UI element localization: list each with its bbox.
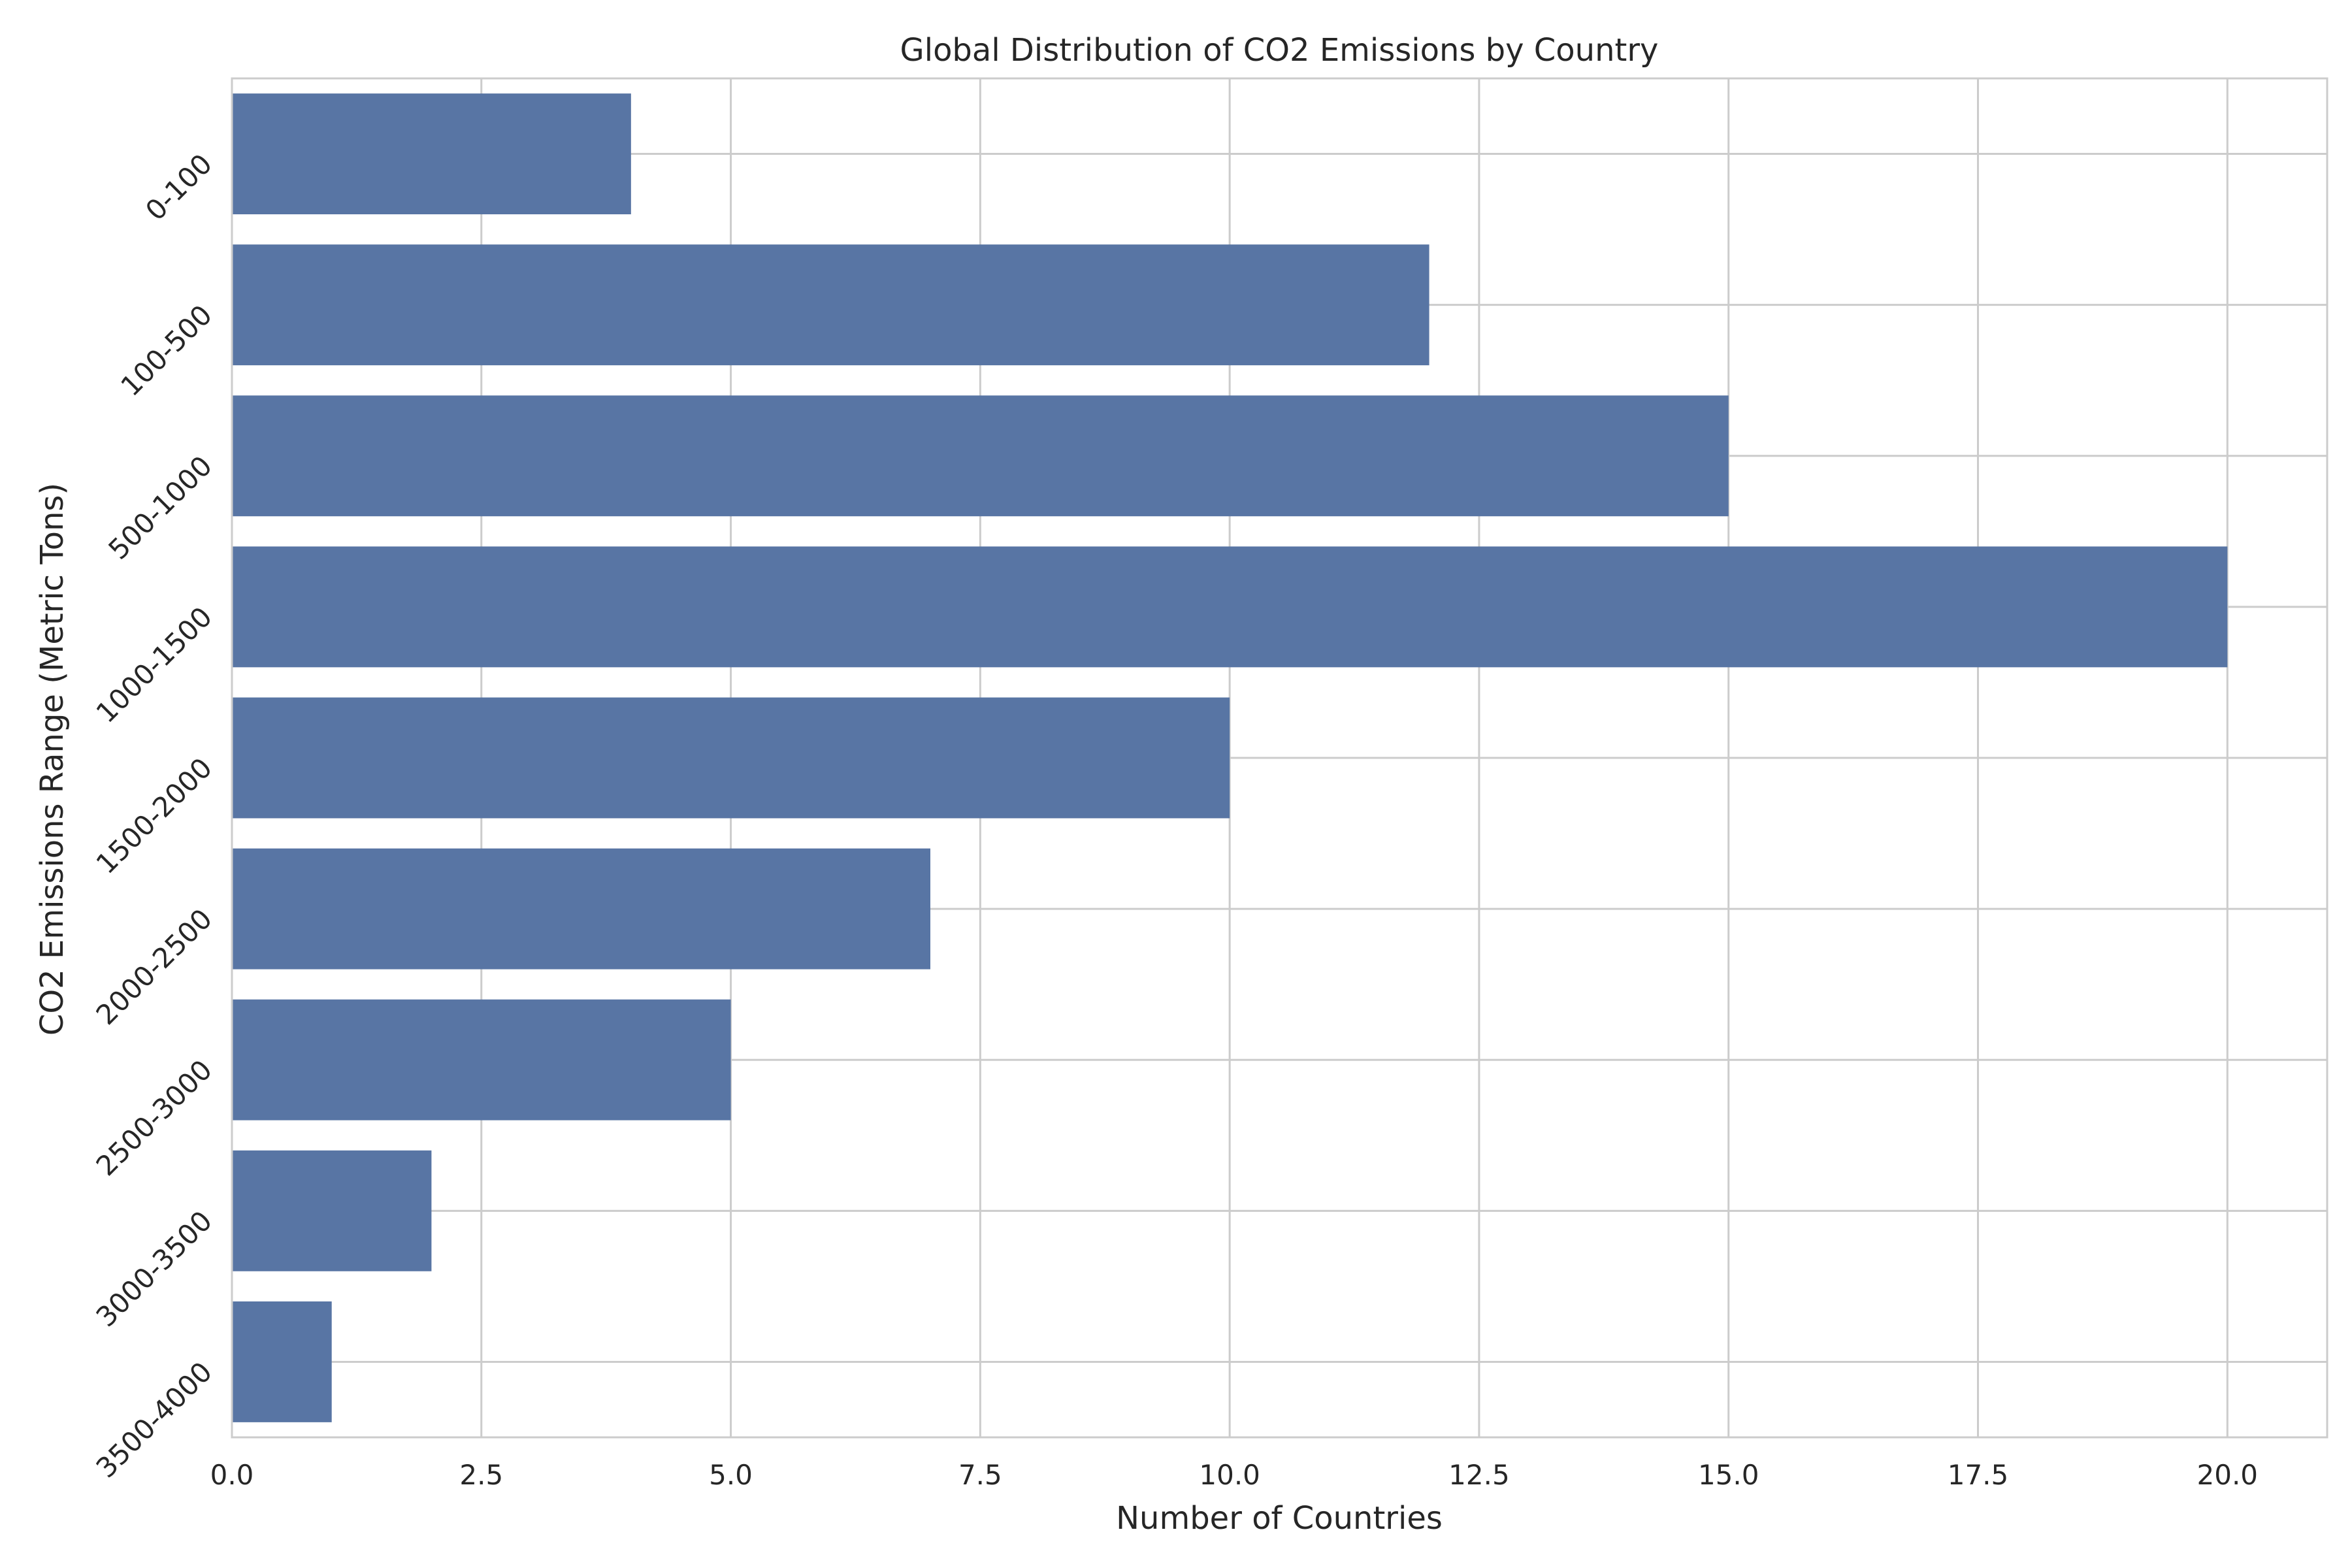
x-tick-label: 5.0: [709, 1459, 753, 1491]
x-tick-label: 17.5: [1948, 1459, 2009, 1491]
bar-3500-4000: [232, 1301, 332, 1422]
bars: [232, 93, 2228, 1422]
x-axis-label: Number of Countries: [1116, 1500, 1443, 1537]
x-tick-label: 0.0: [210, 1459, 254, 1491]
bar-2000-2500: [232, 848, 930, 970]
x-tick-label: 10.0: [1199, 1459, 1260, 1491]
x-tick-label: 20.0: [2197, 1459, 2259, 1491]
bar-2500-3000: [232, 999, 731, 1120]
y-axis-label: CO2 Emissions Range (Metric Tons): [34, 483, 71, 1036]
bar-1000-1500: [232, 546, 2228, 668]
bar-500-1000: [232, 395, 1729, 517]
x-tick-label: 2.5: [459, 1459, 503, 1491]
bar-100-500: [232, 244, 1429, 366]
x-tick-label: 12.5: [1448, 1459, 1510, 1491]
chart-title: Global Distribution of CO2 Emissions by …: [900, 32, 1659, 69]
x-axis-ticks: 0.0 2.5 5.0 7.5 10.0 12.5 15.0 17.5 20.0: [210, 1459, 2258, 1491]
x-tick-label: 7.5: [958, 1459, 1002, 1491]
bar-3000-3500: [232, 1150, 432, 1271]
bar-1500-2000: [232, 697, 1230, 819]
x-tick-label: 15.0: [1698, 1459, 1759, 1491]
plot-frame: [231, 77, 2328, 1439]
bar-0-100: [232, 93, 631, 214]
